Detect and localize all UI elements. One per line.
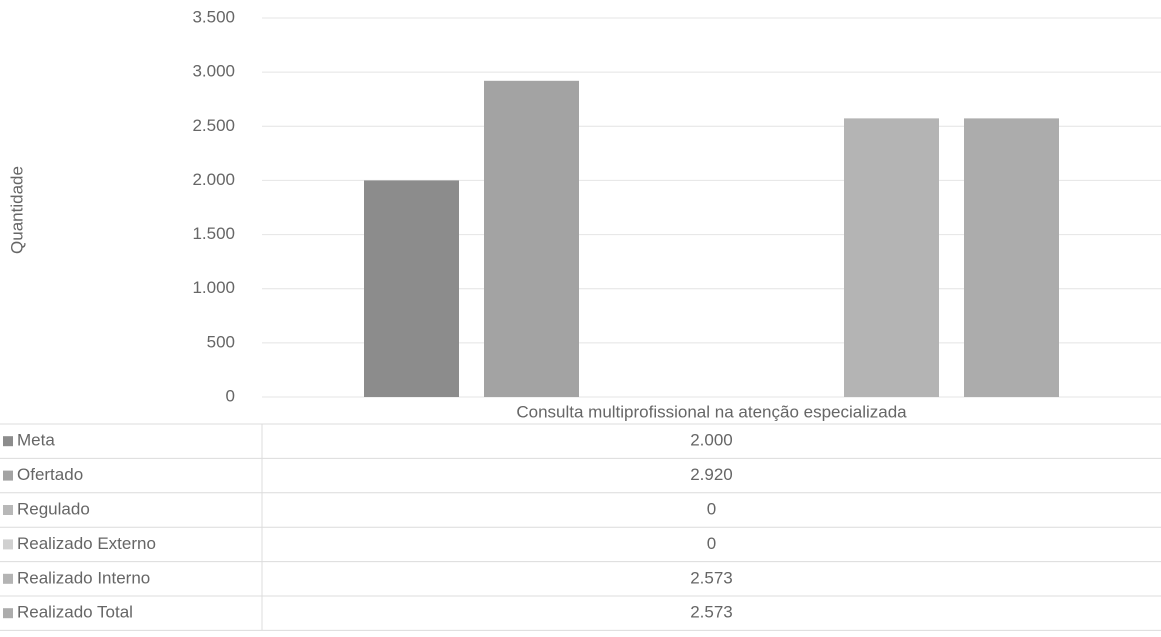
bar — [964, 118, 1059, 397]
legend-label: Realizado Interno — [17, 568, 150, 587]
x-tick-label: Consulta multiprofissional na atenção es… — [516, 402, 907, 421]
y-tick-label: 2.500 — [192, 116, 235, 135]
legend-label: Realizado Total — [17, 603, 133, 622]
bar — [844, 118, 939, 397]
legend-key — [3, 470, 13, 481]
y-tick-label: 1.000 — [192, 278, 235, 297]
table-value: 2.573 — [690, 603, 733, 622]
legend-label: Regulado — [17, 499, 90, 518]
y-tick-label: 500 — [207, 332, 235, 351]
table-value: 2.000 — [690, 431, 733, 450]
y-tick-label: 1.500 — [192, 224, 235, 243]
table-value: 0 — [707, 534, 716, 553]
legend-label: Ofertado — [17, 465, 83, 484]
legend-label: Meta — [17, 431, 55, 450]
y-tick-label: 3.000 — [192, 62, 235, 81]
legend-key — [3, 505, 13, 515]
legend-key — [3, 573, 13, 584]
legend-key — [3, 539, 13, 550]
y-tick-label: 3.500 — [192, 7, 235, 26]
bar — [364, 180, 459, 397]
table-value: 0 — [707, 499, 716, 518]
y-tick-label: 0 — [226, 386, 235, 405]
legend-key — [3, 436, 13, 447]
legend-label: Realizado Externo — [17, 534, 156, 553]
table-value: 2.920 — [690, 465, 733, 484]
y-tick-label: 2.000 — [192, 170, 235, 189]
bar — [484, 80, 579, 397]
legend-key — [3, 608, 13, 619]
table-value: 2.573 — [690, 568, 733, 587]
y-axis-title: Quantidade — [7, 166, 26, 254]
